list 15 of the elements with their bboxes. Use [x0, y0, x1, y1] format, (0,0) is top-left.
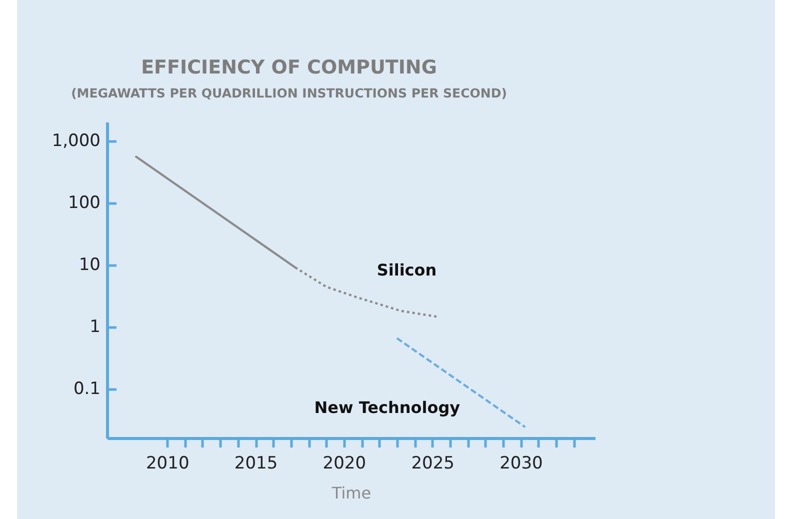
x-axis-title: Time: [330, 484, 372, 502]
series-label: New Technology: [314, 398, 461, 418]
chart-title: EFFICIENCY OF COMPUTING: [141, 56, 437, 78]
y-tick-label: 10: [78, 255, 100, 276]
x-tick-label: 2015: [234, 454, 278, 474]
y-tick-label: 1: [90, 317, 100, 338]
series-label: Silicon: [376, 260, 437, 280]
x-tick-label: 2025: [411, 454, 454, 474]
x-tick-label: 2010: [146, 454, 190, 474]
chart-subtitle: (MEGAWATTS PER QUADRILLION INSTRUCTIONS PER SECOND): [71, 86, 507, 100]
y-tick-label: 100: [68, 193, 100, 214]
y-tick-label: 0.1: [73, 379, 100, 400]
x-tick-label: 2030: [500, 454, 543, 474]
y-tick-label: 1,000: [52, 131, 100, 152]
x-tick-label: 2020: [322, 454, 366, 474]
